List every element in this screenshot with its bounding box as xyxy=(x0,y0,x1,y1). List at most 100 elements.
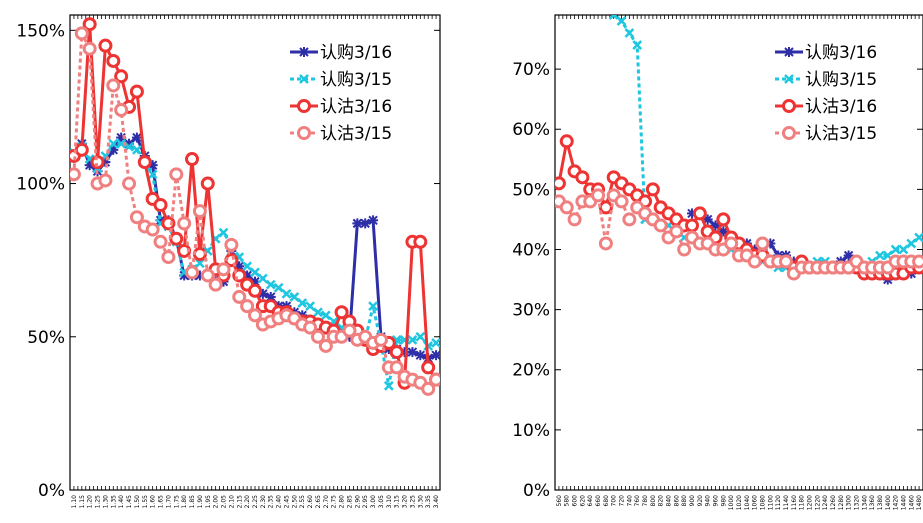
x-tick-label: 3.35 xyxy=(425,495,432,509)
x-tick-label: 3.30 xyxy=(417,495,424,509)
data-point xyxy=(108,138,119,149)
data-point xyxy=(591,188,606,203)
legend-label: 认购3/15 xyxy=(320,70,392,90)
data-point xyxy=(373,332,388,347)
data-point xyxy=(575,170,590,185)
y-tick-label: 40% xyxy=(512,240,550,260)
legend-marker xyxy=(784,74,794,84)
x-tick-label: 2.75 xyxy=(331,495,338,509)
x-tick-label: 2.70 xyxy=(323,495,330,509)
y-tick-label: 50% xyxy=(27,328,65,348)
data-point xyxy=(248,308,262,323)
legend: 认购3/16 认购3/15 认沽3/16 认沽3/15 xyxy=(775,43,877,144)
legend-marker xyxy=(782,126,796,140)
x-tick-label: 2.00 xyxy=(213,495,220,509)
data-point xyxy=(598,236,613,251)
data-point xyxy=(755,236,770,251)
x-tick-label: 1280 xyxy=(838,495,845,510)
data-point xyxy=(129,84,144,99)
data-point xyxy=(318,338,333,353)
data-point xyxy=(218,227,229,238)
data-point xyxy=(415,331,426,342)
data-point xyxy=(195,258,205,269)
x-tick-label: 1340 xyxy=(861,495,868,510)
x-tick-label: 1.35 xyxy=(110,495,117,509)
x-tick-label: 1440 xyxy=(900,495,907,510)
x-tick-label: 800 xyxy=(650,495,657,507)
x-tick-label: 1380 xyxy=(877,495,884,510)
x-tick-label: 1040 xyxy=(744,495,751,510)
data-point xyxy=(82,17,97,32)
data-point xyxy=(98,38,113,53)
x-tick-label: 1.20 xyxy=(87,495,94,509)
x-tick-label: 920 xyxy=(697,495,704,507)
data-point xyxy=(177,216,192,231)
data-point xyxy=(653,218,668,233)
x-tick-label: 1120 xyxy=(775,495,782,510)
data-point xyxy=(624,28,635,38)
data-point xyxy=(122,176,137,191)
data-point xyxy=(137,155,152,170)
x-tick-label: 1420 xyxy=(893,495,900,510)
data-point xyxy=(614,194,629,209)
x-minor-ticks xyxy=(69,15,441,490)
x-tick-label: 640 xyxy=(587,495,594,507)
data-point xyxy=(389,360,404,375)
legend-marker xyxy=(299,74,309,84)
data-point xyxy=(242,261,253,272)
x-tick-label: 820 xyxy=(658,495,665,507)
x-tick-label: 1.25 xyxy=(95,495,102,509)
data-point xyxy=(74,142,89,157)
data-point xyxy=(431,338,440,348)
data-point xyxy=(161,216,176,231)
x-tick-label: 1300 xyxy=(846,495,853,510)
legend-label: 认沽3/15 xyxy=(320,124,392,144)
data-point xyxy=(208,277,223,292)
data-point xyxy=(413,234,428,249)
x-tick-label: 1.60 xyxy=(150,495,157,509)
data-point xyxy=(360,218,371,229)
data-point xyxy=(98,173,113,188)
data-point xyxy=(608,15,619,20)
data-point xyxy=(407,347,418,358)
data-point xyxy=(185,265,200,280)
y-tick-label: 100% xyxy=(16,175,65,195)
x-tick-label: 1.80 xyxy=(181,495,188,509)
data-point xyxy=(273,282,284,293)
x-tick-label: 1260 xyxy=(830,495,837,510)
data-point xyxy=(685,218,700,233)
data-point xyxy=(82,41,97,56)
x-tick-label: 1200 xyxy=(806,495,813,510)
x-tick-label: 2.50 xyxy=(291,495,298,509)
x-tick-label: 2.05 xyxy=(221,495,228,509)
data-point xyxy=(265,279,276,290)
data-point xyxy=(677,242,692,257)
x-tick-label: 3.20 xyxy=(402,495,409,509)
data-point xyxy=(622,212,637,227)
x-tick-label: 680 xyxy=(603,495,610,507)
data-point xyxy=(169,167,184,182)
data-point xyxy=(368,301,378,312)
y-tick-label: 0% xyxy=(38,481,65,501)
y-tick-label: 150% xyxy=(16,21,65,41)
x-tick-label: 960 xyxy=(713,495,720,507)
x-tick-label: 1.40 xyxy=(118,495,125,509)
x-tick-label: 1240 xyxy=(822,495,829,510)
data-point xyxy=(407,334,418,345)
x-tick-label: 1320 xyxy=(853,495,860,510)
data-point xyxy=(692,206,707,221)
x-tick-label: 1.70 xyxy=(165,495,172,509)
x-tick-label: 980 xyxy=(720,495,727,507)
data-point xyxy=(153,234,168,249)
legend-label: 认沽3/15 xyxy=(805,124,877,144)
series-group xyxy=(555,15,923,285)
y-tick-label: 50% xyxy=(512,180,550,200)
data-point xyxy=(342,323,357,338)
data-point xyxy=(70,167,81,182)
data-point xyxy=(147,169,158,180)
x-tick-label: 1.85 xyxy=(189,495,196,509)
x-tick-label: 940 xyxy=(705,495,712,507)
x-tick-label: 1.10 xyxy=(71,495,78,509)
data-point xyxy=(131,132,142,143)
